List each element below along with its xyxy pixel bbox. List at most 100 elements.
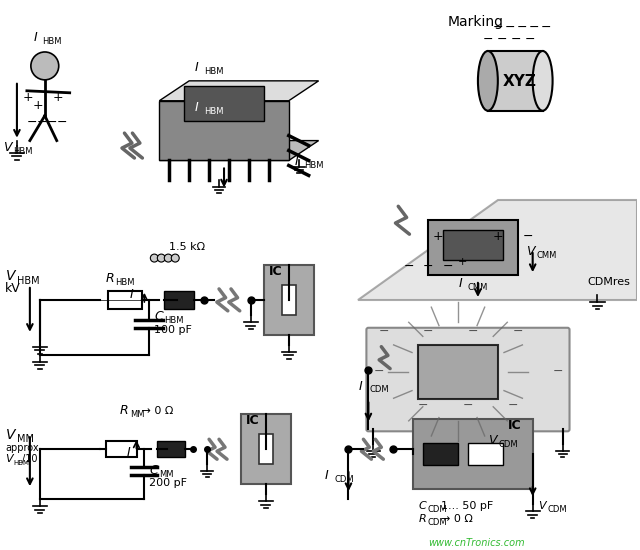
Bar bbox=[184, 86, 264, 120]
Text: CMM: CMM bbox=[468, 283, 488, 292]
Text: IC: IC bbox=[508, 419, 522, 432]
Text: 1... 50 pF: 1... 50 pF bbox=[441, 501, 493, 511]
Bar bbox=[264, 265, 314, 335]
Text: $V$: $V$ bbox=[5, 269, 17, 283]
Text: HBM: HBM bbox=[115, 278, 135, 287]
Text: +: + bbox=[493, 230, 504, 243]
Text: +: + bbox=[33, 98, 44, 112]
Text: HBM: HBM bbox=[303, 162, 323, 170]
Text: −: − bbox=[57, 116, 67, 129]
Text: −: − bbox=[47, 116, 58, 129]
Bar bbox=[106, 441, 138, 457]
Text: −: − bbox=[523, 230, 533, 243]
Text: −: − bbox=[497, 33, 508, 46]
Polygon shape bbox=[159, 101, 289, 161]
Text: Marking: Marking bbox=[448, 15, 504, 29]
Text: HBM: HBM bbox=[13, 460, 29, 466]
Text: MM: MM bbox=[159, 470, 174, 479]
Text: $R$: $R$ bbox=[120, 404, 129, 417]
Circle shape bbox=[157, 254, 165, 262]
Text: −: − bbox=[508, 399, 518, 412]
Text: $I$: $I$ bbox=[458, 277, 463, 290]
Text: −: − bbox=[403, 260, 413, 273]
Text: → 0 Ω: → 0 Ω bbox=[441, 514, 473, 524]
Bar bbox=[259, 434, 273, 464]
Text: −: − bbox=[516, 21, 527, 34]
Text: CDM: CDM bbox=[548, 505, 567, 514]
Text: −: − bbox=[27, 116, 37, 129]
Text: $V$: $V$ bbox=[5, 452, 15, 464]
Text: +: + bbox=[433, 230, 444, 243]
Polygon shape bbox=[159, 81, 319, 101]
Text: −: − bbox=[423, 324, 434, 338]
Text: CMM: CMM bbox=[537, 251, 557, 260]
Text: −: − bbox=[373, 365, 384, 377]
Text: XYZ: XYZ bbox=[503, 74, 537, 89]
Text: $R$: $R$ bbox=[418, 512, 427, 524]
Bar bbox=[418, 345, 498, 399]
Text: CDM: CDM bbox=[499, 440, 518, 449]
Text: $V$: $V$ bbox=[525, 245, 537, 258]
Text: $V$: $V$ bbox=[488, 434, 499, 447]
Text: −: − bbox=[541, 21, 551, 34]
Bar bbox=[443, 230, 503, 260]
Circle shape bbox=[172, 254, 179, 262]
Text: −: − bbox=[423, 260, 434, 273]
Bar bbox=[157, 441, 185, 457]
Text: IC: IC bbox=[269, 265, 282, 278]
Text: −: − bbox=[418, 399, 429, 412]
Text: −: − bbox=[525, 33, 535, 46]
Text: MM: MM bbox=[17, 434, 34, 444]
Text: −: − bbox=[483, 33, 493, 46]
Bar bbox=[423, 443, 458, 465]
Text: +: + bbox=[458, 257, 467, 267]
Text: −: − bbox=[552, 365, 563, 377]
Text: +: + bbox=[23, 91, 33, 104]
Text: HBM: HBM bbox=[204, 67, 223, 76]
Circle shape bbox=[150, 254, 158, 262]
Text: $C$: $C$ bbox=[418, 499, 428, 511]
Bar bbox=[468, 443, 503, 465]
Text: HBM: HBM bbox=[13, 146, 33, 156]
Text: −: − bbox=[37, 116, 47, 129]
Text: CDM: CDM bbox=[427, 505, 447, 514]
Text: $I$: $I$ bbox=[129, 288, 135, 301]
Text: kV: kV bbox=[5, 282, 20, 295]
Text: CDMres: CDMres bbox=[588, 277, 630, 287]
Text: HBM: HBM bbox=[164, 316, 184, 325]
Text: approx.: approx. bbox=[5, 443, 42, 453]
Text: $I$: $I$ bbox=[33, 31, 38, 44]
Text: CDM: CDM bbox=[369, 386, 389, 394]
Text: −: − bbox=[505, 21, 515, 34]
Circle shape bbox=[164, 254, 172, 262]
Text: $I$: $I$ bbox=[194, 101, 200, 114]
Bar bbox=[241, 414, 291, 484]
Text: $I$: $I$ bbox=[358, 379, 364, 393]
Ellipse shape bbox=[478, 51, 498, 111]
Text: $V$: $V$ bbox=[5, 428, 17, 442]
Text: 1.5 kΩ: 1.5 kΩ bbox=[169, 242, 205, 252]
Text: −: − bbox=[493, 21, 503, 34]
Text: −: − bbox=[468, 324, 479, 338]
Text: $C$: $C$ bbox=[149, 464, 160, 477]
Bar bbox=[164, 291, 194, 309]
FancyBboxPatch shape bbox=[367, 328, 570, 431]
Text: −: − bbox=[529, 21, 539, 34]
Text: $I$: $I$ bbox=[127, 446, 132, 459]
Polygon shape bbox=[159, 141, 319, 161]
Bar bbox=[282, 285, 296, 315]
Bar bbox=[108, 291, 142, 309]
Polygon shape bbox=[358, 200, 637, 300]
Text: $I$: $I$ bbox=[294, 156, 299, 168]
Text: HBM: HBM bbox=[42, 37, 61, 46]
Text: 200 pF: 200 pF bbox=[149, 478, 188, 488]
Text: IC: IC bbox=[246, 414, 260, 427]
Circle shape bbox=[31, 52, 59, 80]
Text: 100 pF: 100 pF bbox=[154, 324, 192, 335]
Text: $I$: $I$ bbox=[194, 61, 200, 74]
Text: CDM: CDM bbox=[335, 475, 354, 484]
Text: CDM: CDM bbox=[427, 518, 447, 527]
Text: $C$: $C$ bbox=[154, 310, 165, 323]
Text: −: − bbox=[378, 324, 389, 338]
Text: −: − bbox=[443, 260, 454, 273]
